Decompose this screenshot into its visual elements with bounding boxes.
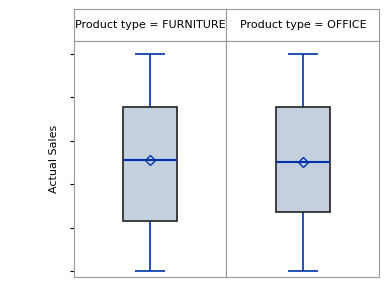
Bar [123,107,177,221]
Bar [276,107,330,212]
Y-axis label: Actual Sales: Actual Sales [49,125,59,193]
Text: Product type = FURNITURE: Product type = FURNITURE [75,20,225,30]
Text: Product type = OFFICE: Product type = OFFICE [240,20,366,30]
